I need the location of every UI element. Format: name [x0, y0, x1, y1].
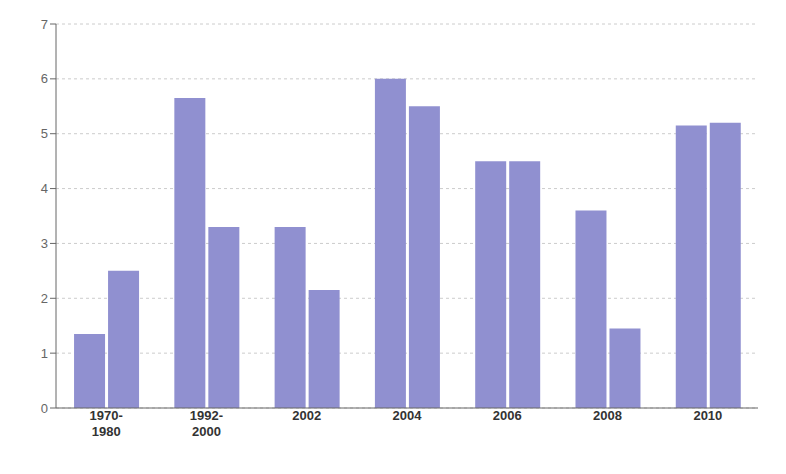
svg-text:5: 5: [41, 126, 48, 141]
svg-text:1992-2000: 1992-2000: [190, 408, 223, 439]
svg-text:6: 6: [41, 71, 48, 86]
svg-text:2006: 2006: [493, 408, 522, 423]
svg-text:4: 4: [41, 181, 48, 196]
svg-text:3: 3: [41, 236, 48, 251]
svg-text:2008: 2008: [593, 408, 622, 423]
svg-text:2: 2: [41, 291, 48, 306]
svg-text:7: 7: [41, 17, 48, 32]
svg-text:0: 0: [41, 401, 48, 416]
svg-text:2004: 2004: [393, 408, 423, 423]
svg-text:1970-1980: 1970-1980: [90, 408, 123, 439]
svg-text:1: 1: [41, 346, 48, 361]
svg-text:2010: 2010: [693, 408, 722, 423]
svg-text:2002: 2002: [292, 408, 321, 423]
